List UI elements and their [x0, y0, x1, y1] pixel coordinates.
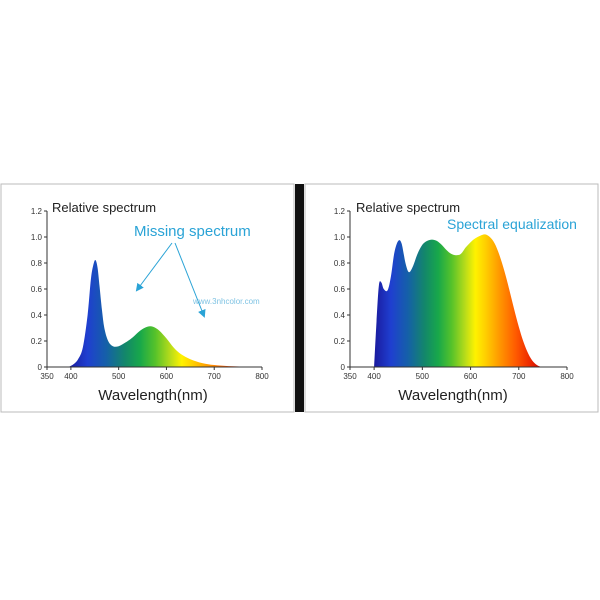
left-y-ticks: 0 0.2 0.4 0.6 0.8 1.0 1.2 [31, 207, 47, 372]
right-annotation: Spectral equalization [447, 216, 577, 232]
x-tick-label: 700 [512, 372, 526, 381]
panel-divider [295, 184, 304, 412]
y-tick-label: 0.2 [334, 337, 346, 346]
x-tick-label: 800 [560, 372, 574, 381]
left-annotation-arrow-1 [135, 242, 173, 292]
x-tick-label: 600 [160, 372, 174, 381]
x-tick-label: 800 [255, 372, 269, 381]
left-annotation-arrow-2 [174, 242, 206, 318]
left-chart: 0 0.2 0.4 0.6 0.8 1.0 1.2 350 400 500 600 700 800 R… [31, 200, 269, 404]
left-chart-title: Relative spectrum [52, 200, 156, 215]
right-x-axis-label: Wavelength(nm) [398, 387, 507, 404]
y-tick-label: 0 [38, 363, 43, 372]
x-tick-label: 500 [416, 372, 430, 381]
y-tick-label: 0.6 [334, 285, 346, 294]
x-tick-label: 700 [208, 372, 222, 381]
y-tick-label: 0.2 [31, 337, 43, 346]
y-tick-label: 0.6 [31, 285, 43, 294]
y-tick-label: 0.8 [334, 259, 346, 268]
right-chart-title: Relative spectrum [356, 200, 460, 215]
right-spectrum-area [374, 234, 543, 367]
x-tick-label: 400 [367, 372, 381, 381]
right-chart: 0 0.2 0.4 0.6 0.8 1.0 1.2 350 400 500 600 700 800 R… [334, 200, 577, 404]
x-tick-label: 600 [464, 372, 478, 381]
x-tick-label: 350 [343, 372, 357, 381]
y-tick-label: 0.4 [31, 311, 43, 320]
left-watermark: www.3nhcolor.com [192, 297, 260, 306]
left-x-axis-label: Wavelength(nm) [98, 387, 207, 404]
right-y-ticks: 0 0.2 0.4 0.6 0.8 1.0 1.2 [334, 207, 350, 372]
left-x-ticks: 350 400 500 600 700 800 [40, 367, 269, 381]
y-tick-label: 1.0 [334, 233, 346, 242]
y-tick-label: 0 [341, 363, 346, 372]
y-tick-label: 1.2 [334, 207, 346, 216]
x-tick-label: 400 [64, 372, 78, 381]
x-tick-label: 500 [112, 372, 126, 381]
y-tick-label: 1.2 [31, 207, 43, 216]
y-tick-label: 0.8 [31, 259, 43, 268]
left-panel-frame [0, 183, 295, 413]
y-tick-label: 1.0 [31, 233, 43, 242]
left-annotation: Missing spectrum [134, 223, 251, 240]
left-spectrum-area [68, 260, 258, 367]
right-x-ticks: 350 400 500 600 700 800 [343, 367, 574, 381]
x-tick-label: 350 [40, 372, 54, 381]
y-tick-label: 0.4 [334, 311, 346, 320]
